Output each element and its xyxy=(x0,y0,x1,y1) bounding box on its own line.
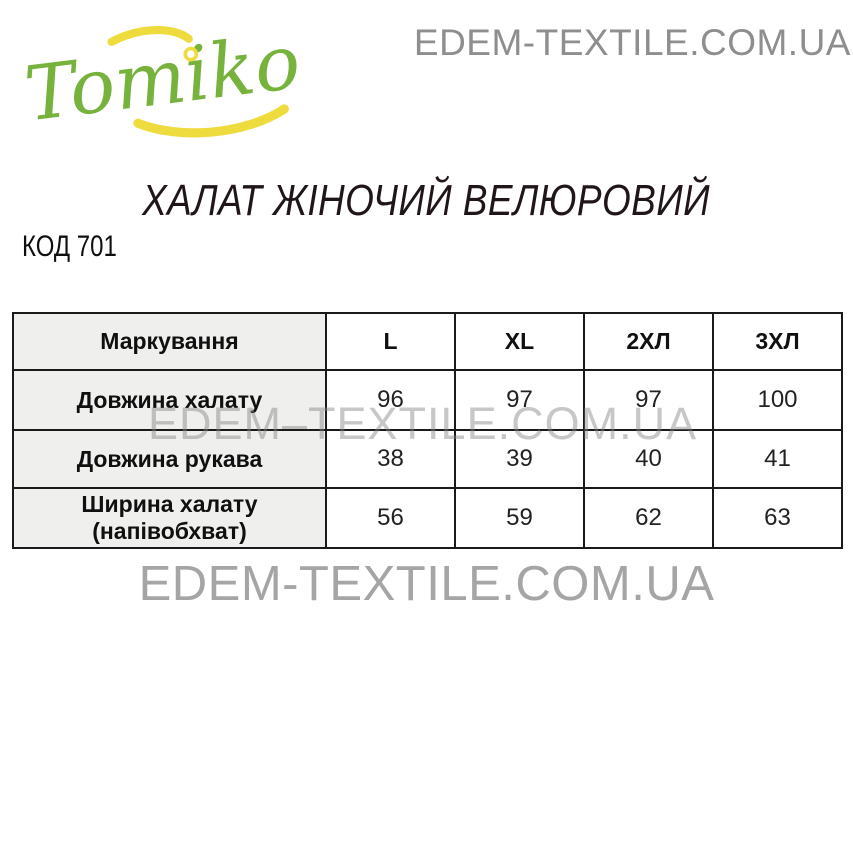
cell-value: 96 xyxy=(325,369,456,431)
cell-value: 38 xyxy=(325,429,456,489)
logo-underline-swoosh xyxy=(133,104,289,138)
product-code: КОД 701 xyxy=(22,230,117,263)
row-label: Ширина халату (напівобхват) xyxy=(12,487,327,549)
cell-value: 62 xyxy=(583,487,714,549)
size-table: Маркування L XL 2ХЛ 3ХЛ Довжина халату 9… xyxy=(12,312,843,549)
brand-logo: Tomiko xyxy=(20,17,305,138)
header-cell-size-2xl: 2ХЛ xyxy=(583,312,714,371)
row-label: Довжина рукава xyxy=(12,429,327,489)
page-title: ХАЛАТ ЖІНОЧИЙ ВЕЛЮРОВИЙ xyxy=(142,176,711,225)
table-header-row: Маркування L XL 2ХЛ 3ХЛ xyxy=(12,312,843,371)
table-row-robe-length: Довжина халату 96 97 97 100 xyxy=(12,369,843,431)
title-row: ХАЛАТ ЖІНОЧИЙ ВЕЛЮРОВИЙ xyxy=(0,176,853,226)
header-cell-marking: Маркування xyxy=(12,312,327,371)
cell-value: 39 xyxy=(454,429,585,489)
logo-i-dot xyxy=(183,46,199,62)
header-cell-size-l: L xyxy=(325,312,456,371)
cell-value: 40 xyxy=(583,429,714,489)
header-cell-size-3xl: 3ХЛ xyxy=(712,312,843,371)
site-watermark-top: EDEM-TEXTILE.COM.UA xyxy=(413,22,851,63)
cell-value: 100 xyxy=(712,369,843,431)
site-watermark-bottom: EDEM-TEXTILE.COM.UA xyxy=(138,557,715,611)
cell-value: 97 xyxy=(454,369,585,431)
cell-value: 97 xyxy=(583,369,714,431)
table-row-sleeve-length: Довжина рукава 38 39 40 41 xyxy=(12,429,843,489)
cell-value: 41 xyxy=(712,429,843,489)
logo-yellow-crossbar xyxy=(107,26,193,46)
cell-value: 59 xyxy=(454,487,585,549)
cell-value: 63 xyxy=(712,487,843,549)
row-label: Довжина халату xyxy=(12,369,327,431)
header-cell-size-xl: XL xyxy=(454,312,585,371)
cell-value: 56 xyxy=(325,487,456,549)
table-row-robe-width: Ширина халату (напівобхват) 56 59 62 63 xyxy=(12,487,843,549)
